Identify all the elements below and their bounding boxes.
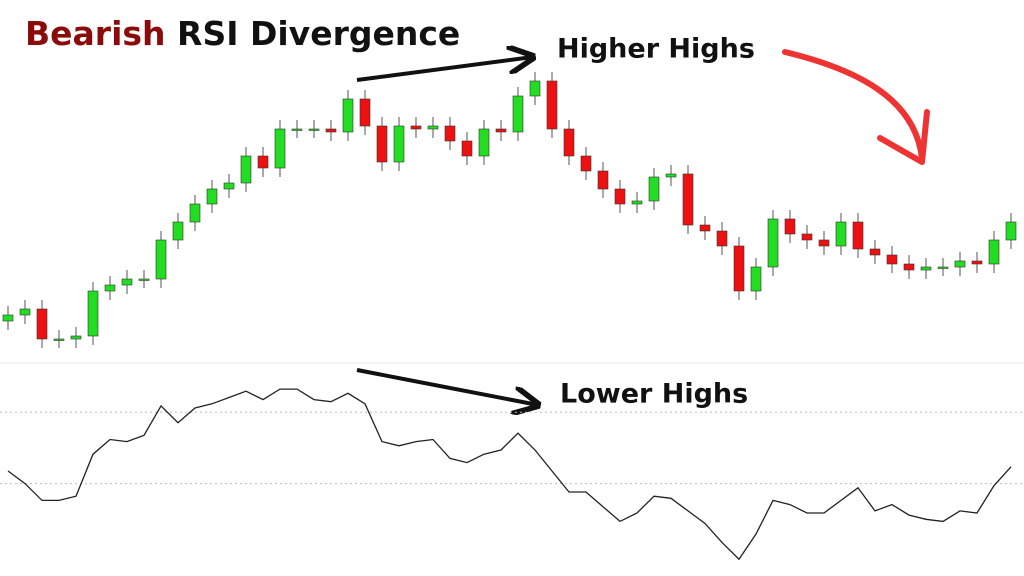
candle-body [818,239,830,247]
candle-body [920,266,932,271]
candle-body [359,98,371,127]
curved-arrow-head [877,109,930,165]
candle-body [444,125,456,142]
candle-body [750,266,762,292]
candle-body [988,239,1000,265]
candle-body [189,203,201,223]
candle-body [937,266,949,269]
candle-body [172,221,184,241]
annotation: Higher Highs [557,34,755,65]
candle-body [2,314,14,322]
candle-body [699,224,711,232]
candle-body [886,254,898,265]
candle-body [155,239,167,280]
candle-body [325,128,337,133]
arrow [356,57,533,82]
candle-body [393,125,405,163]
candle-body [869,248,881,256]
candle-body [546,80,558,130]
candle-body [87,290,99,337]
chart-title: Bearish RSI Divergence [25,14,460,53]
candle-body [767,218,779,268]
candle-body [104,284,116,292]
curved-arrow [782,49,925,161]
candle-body [563,128,575,157]
candle-body [597,170,609,190]
candle-body [733,245,745,292]
candle-body [427,125,439,130]
candle-body [36,308,48,340]
candle-body [410,125,422,130]
rsi-line [7,388,1012,561]
candle-body [852,221,864,250]
candle-body [580,155,592,172]
candle-body [665,173,677,178]
candle-body [903,263,915,271]
candle-body [342,98,354,133]
candle-body [648,176,660,202]
candle-body [461,140,473,157]
candle-body [291,128,303,131]
candle-body [53,338,65,341]
candle-body [138,278,150,281]
candle-body [495,128,507,133]
candle-body [1005,221,1017,241]
candle-body [240,155,252,184]
candle-body [529,80,541,97]
candle-body [223,182,235,190]
candle-body [614,188,626,205]
candle-body [716,230,728,247]
candle-body [631,200,643,205]
candle-body [784,218,796,235]
candle-body [19,308,31,316]
candle-body [70,335,82,340]
candle-body [206,188,218,205]
annotation: Lower Highs [560,379,748,410]
candle-body [376,125,388,163]
title-text: RSI Divergence [177,14,460,53]
candle-body [274,128,286,169]
candle-body [512,95,524,133]
title-highlight: Bearish [25,14,166,53]
arrow [356,368,538,405]
candle-body [971,260,983,265]
candle-body [478,128,490,157]
candle-body [121,278,133,286]
candle-body [308,128,320,131]
candle-body [954,260,966,268]
candle-body [835,221,847,247]
candle-body [682,173,694,226]
candle-body [801,233,813,241]
candle-body [257,155,269,169]
